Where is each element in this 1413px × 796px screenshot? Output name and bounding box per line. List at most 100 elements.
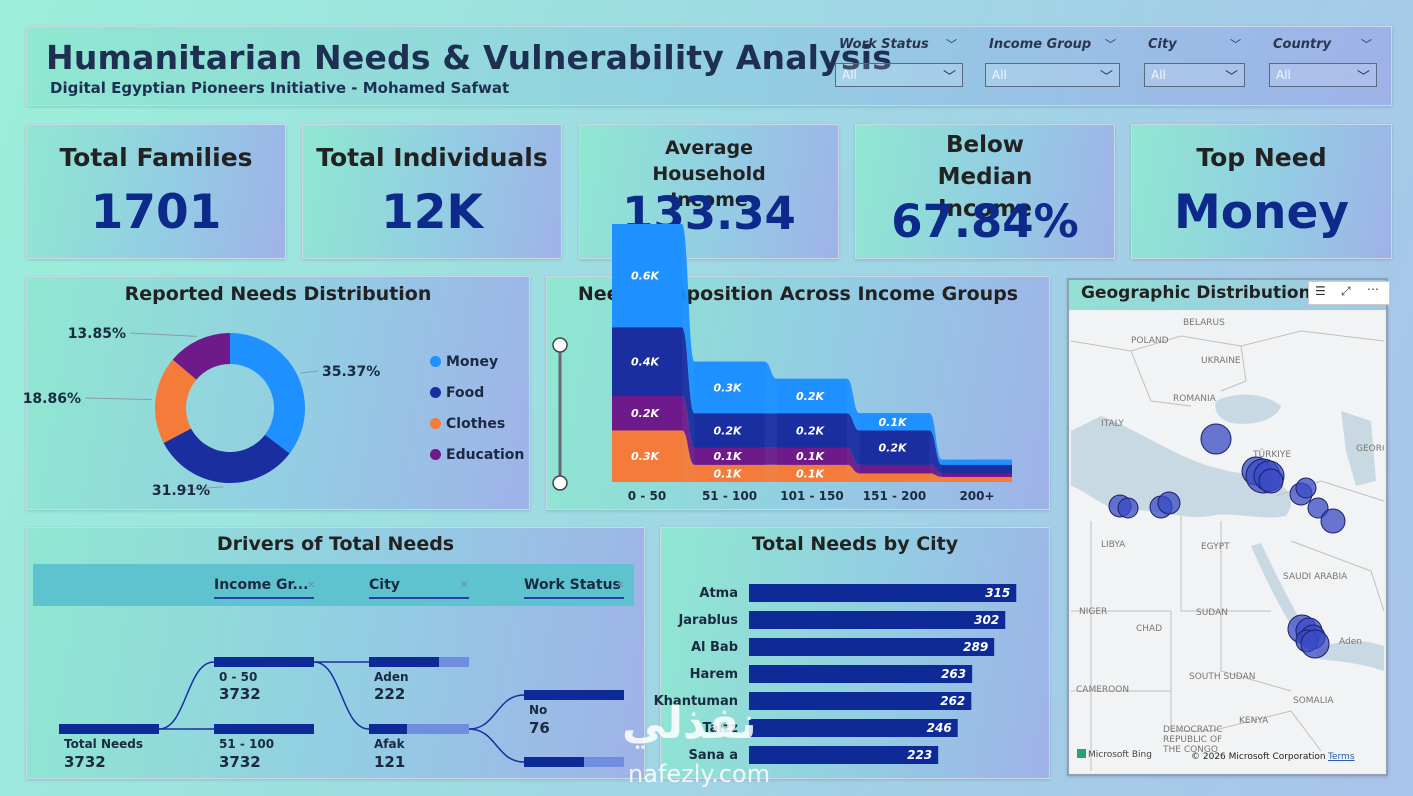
chevron-down-icon[interactable]: ﹀ xyxy=(1230,38,1241,51)
map-bubble[interactable] xyxy=(1200,423,1232,455)
bar-jarablus[interactable] xyxy=(749,611,1006,629)
chevron-down-icon: ﹀ xyxy=(1356,70,1370,85)
ribbon-segment[interactable] xyxy=(942,464,1012,474)
tree-node-bar-track[interactable] xyxy=(524,757,624,767)
close-icon[interactable]: ✕ xyxy=(460,580,469,591)
ribbon-segment[interactable] xyxy=(942,473,1012,477)
tree-node-value: 3732 xyxy=(219,685,261,703)
data-label: 0.2K xyxy=(796,390,825,403)
data-label: 0.2K xyxy=(796,424,825,437)
leader-line xyxy=(180,486,224,491)
more-options-icon[interactable]: ⋯ xyxy=(1367,282,1379,296)
ribbon-segment[interactable] xyxy=(612,430,682,482)
filter-icon[interactable]: ☰ xyxy=(1315,284,1326,298)
tree-column-work-status[interactable]: Work Status xyxy=(524,577,621,593)
map-bubble[interactable] xyxy=(1117,497,1139,519)
ribbon-segment[interactable] xyxy=(859,464,930,474)
slicer-work-status-dropdown[interactable]: All ﹀ xyxy=(835,63,963,87)
tree-node-bar[interactable] xyxy=(214,657,314,667)
ribbon-segment[interactable] xyxy=(612,327,682,396)
donut-slice-education[interactable] xyxy=(172,333,230,380)
y-tick-label: Harem xyxy=(690,667,738,682)
ribbon-segment[interactable] xyxy=(859,473,930,482)
tree-node-label: Aden xyxy=(374,670,409,684)
kpi-value: 12K xyxy=(381,185,483,240)
range-slider-handle-top[interactable] xyxy=(552,337,568,353)
legend-label: Clothes xyxy=(446,416,506,432)
chevron-down-icon[interactable]: ﹀ xyxy=(1105,38,1116,51)
chevron-down-icon[interactable]: ﹀ xyxy=(1361,38,1372,51)
map-toolbar: ☰ ⤢ ⋯ xyxy=(1308,281,1390,305)
data-label: 18.86% xyxy=(23,391,81,407)
close-icon[interactable]: ✕ xyxy=(616,580,625,591)
chevron-down-icon[interactable]: ﹀ xyxy=(946,38,957,51)
map-bubble[interactable] xyxy=(1307,497,1329,519)
map-place-label: SOUTH SUDAN xyxy=(1189,672,1255,682)
donut-chart: 35.37% 31.91% 18.86% 13.85% xyxy=(23,326,381,499)
country-border xyxy=(1220,611,1292,692)
ribbon-segment[interactable] xyxy=(942,459,1012,465)
slicer-country-dropdown[interactable]: All ﹀ xyxy=(1269,63,1377,87)
ribbon-segment[interactable] xyxy=(694,464,765,482)
legend-swatch xyxy=(430,387,441,398)
ribbon-segment[interactable] xyxy=(694,413,765,448)
map-bubble[interactable] xyxy=(1157,491,1181,515)
donut-slice-clothes[interactable] xyxy=(155,359,197,443)
ribbon-segment[interactable] xyxy=(694,361,765,414)
ribbon-chart: 0.3K 0.1K 0.1K 0.2K 0.1K 0.1K 0.4K 0.2K 0.2K 0.2K… xyxy=(552,224,1012,503)
legend-item-clothes[interactable]: Clothes xyxy=(430,416,505,432)
slicer-income-group-dropdown[interactable]: All ﹀ xyxy=(985,63,1120,87)
underline xyxy=(524,597,624,599)
bar-atma[interactable] xyxy=(749,584,1017,602)
x-tick-label: 51 - 100 xyxy=(702,489,757,503)
bar-taizz[interactable] xyxy=(749,719,958,737)
donut-slice-money[interactable] xyxy=(230,333,306,454)
ribbon-segment[interactable] xyxy=(612,396,682,431)
ribbon-segment[interactable] xyxy=(777,378,847,414)
tree-connectors xyxy=(158,661,525,763)
bar-al-bab[interactable] xyxy=(749,638,995,656)
tree-node-bar-fill xyxy=(369,724,407,734)
legend-item-food[interactable]: Food xyxy=(430,385,484,401)
data-label: 13.85% xyxy=(68,326,126,342)
ribbon-segment[interactable] xyxy=(942,476,1012,482)
bar-harem[interactable] xyxy=(749,665,973,683)
close-icon[interactable]: ✕ xyxy=(307,580,316,591)
donut-slice-food[interactable] xyxy=(163,428,290,483)
ribbon-segment[interactable] xyxy=(859,430,930,465)
ribbon-segment[interactable] xyxy=(777,464,847,482)
tree-node-bar-track[interactable] xyxy=(369,657,469,667)
country-border xyxy=(1180,516,1221,612)
map-bubble[interactable] xyxy=(1320,508,1346,534)
tree-node-bar-track[interactable] xyxy=(369,724,469,734)
map-terms-link[interactable]: Terms xyxy=(1328,752,1355,762)
y-tick-label: Al Bab xyxy=(691,640,738,655)
tree-node-root-bar[interactable] xyxy=(59,724,159,734)
tree-node-bar[interactable] xyxy=(214,724,314,734)
legend-item-education[interactable]: Education xyxy=(430,447,524,463)
map-bubble[interactable] xyxy=(1300,629,1330,659)
page-title: Humanitarian Needs & Vulnerability Analy… xyxy=(46,38,893,77)
ribbon-segment[interactable] xyxy=(777,413,847,448)
bar-sana-a[interactable] xyxy=(749,746,939,764)
ribbon-segment[interactable] xyxy=(694,447,765,465)
tree-node-label: Afak xyxy=(374,737,405,751)
tree-node-bar-track[interactable] xyxy=(524,690,624,700)
ribbon-segment[interactable] xyxy=(859,413,930,431)
map-bubble[interactable] xyxy=(1258,468,1284,494)
bar-khantuman[interactable] xyxy=(749,692,972,710)
legend-item-money[interactable]: Money xyxy=(430,354,498,370)
data-label: 0.1K xyxy=(878,416,907,429)
ribbon-segment[interactable] xyxy=(777,447,847,465)
map-bubble[interactable] xyxy=(1295,477,1317,499)
tree-column-city[interactable]: City xyxy=(369,577,400,593)
ribbon-segment[interactable] xyxy=(612,224,682,328)
map-place-label: THE CONGO xyxy=(1162,745,1218,755)
kpi-title: Total Individuals xyxy=(316,143,548,172)
chevron-down-icon: ﹀ xyxy=(942,70,956,85)
slicer-city-dropdown[interactable]: All ﹀ xyxy=(1144,63,1245,87)
focus-mode-icon[interactable]: ⤢ xyxy=(1341,284,1351,298)
range-slider-handle-bottom[interactable] xyxy=(552,475,568,491)
tree-column-income-group[interactable]: Income Gr... xyxy=(214,577,309,593)
map-canvas[interactable]: BELARUS POLAND UKRAINE ROMANIA ITALY TÜRKIYE G… xyxy=(1071,311,1384,773)
